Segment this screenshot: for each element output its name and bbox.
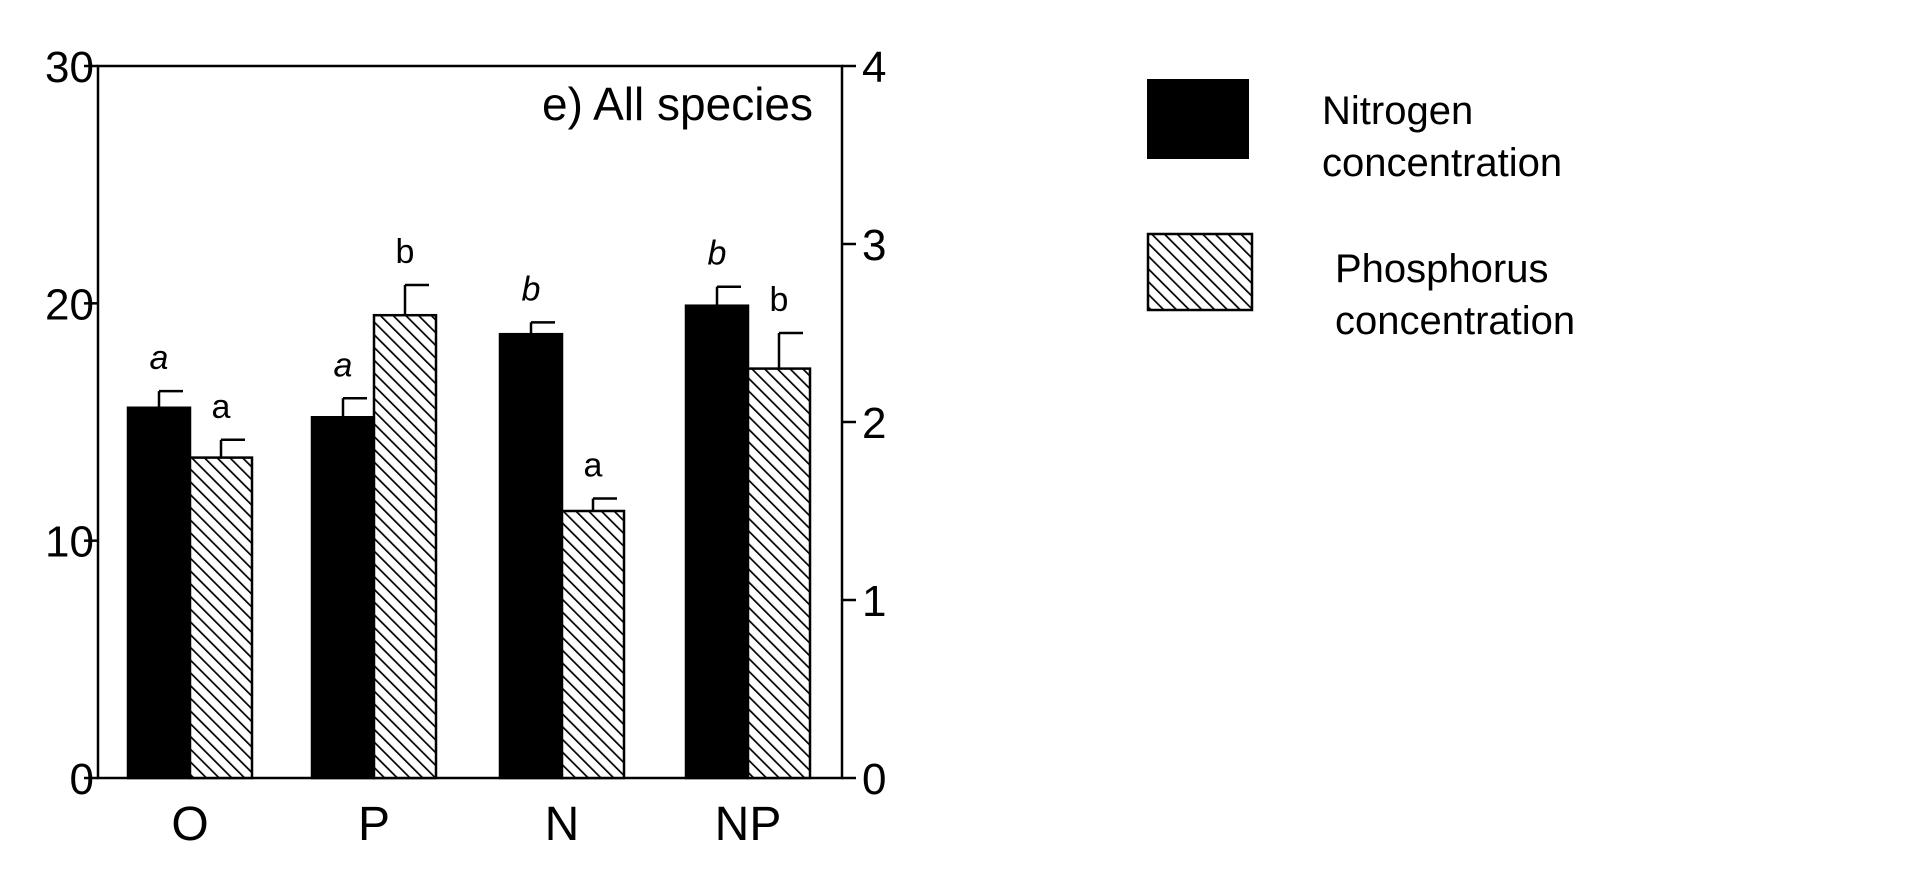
significance-letter-nitrogen-O: a xyxy=(150,339,169,377)
bar-nitrogen-NP xyxy=(684,304,750,780)
legend-label-phosphorus: Phosphorus concentration xyxy=(1335,247,1575,343)
bar-phosphorus-N xyxy=(560,509,626,780)
significance-letter-phosphorus-O: a xyxy=(212,388,231,426)
significance-letter-nitrogen-NP: b xyxy=(708,235,727,273)
bar-phosphorus-NP xyxy=(746,367,812,780)
left-tick-label-20: 20 xyxy=(45,280,94,329)
significance-letter-nitrogen-P: a xyxy=(334,346,353,384)
left-tick-label-30: 30 xyxy=(45,43,94,92)
x-category-label-P: P xyxy=(358,798,390,851)
bar-nitrogen-N xyxy=(498,332,564,780)
significance-letters-layer: a a b b a b a b xyxy=(150,233,789,485)
error-bars-layer xyxy=(157,283,803,511)
x-category-label-NP: NP xyxy=(715,798,782,851)
significance-letter-phosphorus-N: a xyxy=(584,447,603,485)
legend-label-nitrogen: Nitrogen concentration xyxy=(1322,89,1562,185)
bar-phosphorus-O xyxy=(188,456,254,780)
right-tick-label-2: 2 xyxy=(862,399,886,448)
significance-letter-phosphorus-NP: b xyxy=(770,281,789,319)
x-category-label-N: N xyxy=(545,798,580,851)
left-tick-label-10: 10 xyxy=(45,518,94,567)
right-tick-label-1: 1 xyxy=(862,577,886,626)
bar-phosphorus-P xyxy=(372,313,438,780)
bar-nitrogen-O xyxy=(126,406,192,780)
right-tick-label-3: 3 xyxy=(862,221,886,270)
x-axis: O P N NP xyxy=(171,798,781,851)
right-tick-label-0: 0 xyxy=(862,755,886,804)
significance-letter-nitrogen-N: b xyxy=(522,270,541,308)
left-axis: 0 10 20 30 xyxy=(45,43,98,804)
significance-letter-phosphorus-P: b xyxy=(396,233,415,271)
bars-layer xyxy=(126,304,812,780)
bar-nitrogen-P xyxy=(310,416,376,780)
panel-label: e) All species xyxy=(542,78,813,130)
right-axis: 0 1 2 3 4 xyxy=(842,43,886,804)
legend-swatch-phosphorus xyxy=(1146,232,1254,312)
legend: Nitrogen concentration Phosphorus concen… xyxy=(1146,79,1575,343)
legend-swatch-nitrogen xyxy=(1147,79,1249,159)
left-tick-label-0: 0 xyxy=(70,755,94,804)
x-category-label-O: O xyxy=(171,798,208,851)
right-tick-label-4: 4 xyxy=(862,43,886,92)
